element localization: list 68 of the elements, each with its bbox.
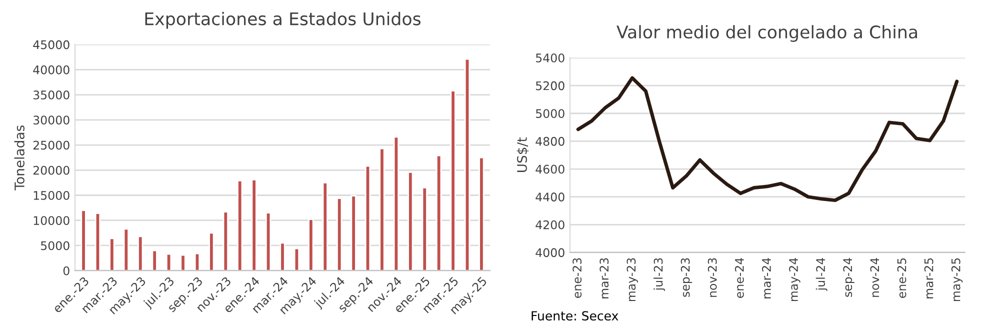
bar: [152, 250, 158, 271]
bar: [109, 238, 115, 271]
bar: [478, 156, 484, 271]
bar: [251, 178, 257, 271]
bar: [436, 154, 442, 271]
y-tick-label: 45000: [33, 40, 70, 50]
y-tick-label: 5000: [41, 241, 70, 250]
y-tick-label: 4200: [536, 220, 564, 230]
x-tick-label: may-25: [951, 258, 963, 302]
y-tick-label: 30000: [33, 116, 70, 125]
y-tick-label: 5200: [536, 81, 564, 90]
x-tick-label: nov-23: [708, 258, 717, 297]
bar: [80, 210, 86, 271]
y-axis-title: US$/t: [516, 137, 529, 172]
x-tick-label: may-23: [626, 258, 638, 302]
chart-title: Valor medio del congelado a China: [616, 25, 917, 42]
x-tick-label: jul-24: [816, 258, 828, 291]
bar: [336, 198, 342, 271]
bar: [450, 90, 456, 271]
bar: [322, 182, 328, 271]
chart-title: Exportaciones a Estados Unidos: [145, 12, 421, 29]
x-tick-label: nov-24: [870, 258, 880, 297]
bar: [166, 253, 172, 271]
y-tick-label: 40000: [33, 65, 70, 74]
x-tick-label: jul-23: [654, 258, 665, 291]
bar: [94, 212, 101, 271]
bar: [308, 218, 314, 271]
bar: [464, 58, 470, 271]
y-tick-label: 15000: [34, 190, 70, 200]
bar: [393, 136, 400, 271]
bar: [379, 148, 385, 271]
y-axis-title: Toneladas: [14, 125, 24, 190]
bar: [194, 252, 200, 271]
x-tick-label: mar-23: [600, 258, 609, 298]
y-tick-label: 25000: [33, 140, 70, 150]
bar: [364, 165, 371, 271]
bar: [222, 211, 228, 271]
x-tick-label: ene-23: [572, 258, 582, 298]
y-tick-label: 5400: [536, 53, 564, 62]
y-tick-label: 4400: [536, 192, 564, 202]
bar: [265, 212, 272, 271]
x-tick-label: ene-25: [897, 258, 906, 298]
x-tick-label: sep-23: [680, 258, 692, 297]
source-note: Fuente: Secex: [532, 311, 618, 321]
y-tick-label: 0: [63, 266, 70, 276]
x-tick-label: ene-24: [734, 258, 744, 298]
bar: [180, 254, 186, 271]
y-tick-label: 20000: [33, 166, 70, 175]
x-tick-label: mar-24: [762, 258, 771, 298]
bar: [294, 248, 300, 271]
bar: [422, 187, 428, 271]
bar: [237, 180, 243, 271]
y-tick-label: 4000: [536, 248, 564, 258]
x-tick-label: mar-25: [924, 258, 934, 298]
bar: [123, 228, 129, 271]
bar: [280, 242, 286, 271]
bar: [138, 236, 144, 271]
y-tick-label: 35000: [33, 90, 70, 100]
y-tick-label: 4800: [536, 136, 564, 146]
bar: [208, 232, 214, 271]
bar: [408, 171, 414, 271]
y-tick-label: 4600: [536, 164, 564, 174]
y-tick-label: 10000: [34, 216, 70, 226]
line-series: [576, 76, 959, 202]
y-tick-label: 5000: [536, 109, 564, 118]
x-tick-label: may-24: [789, 258, 800, 302]
bar: [350, 195, 356, 271]
x-tick-label: sep-24: [843, 258, 854, 297]
